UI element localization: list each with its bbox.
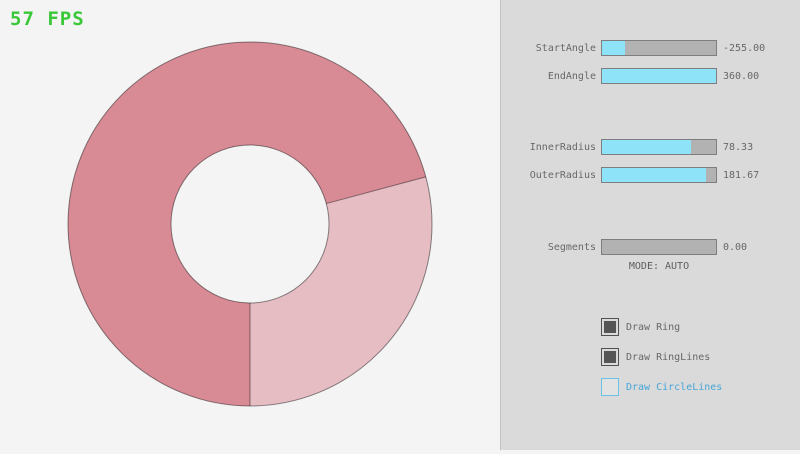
draw-circlelines-checkbox[interactable] — [601, 378, 619, 396]
endangle-value: 360.00 — [723, 71, 760, 82]
slider-row-segments: Segments 0.00 — [501, 239, 800, 255]
outerradius-slider[interactable] — [601, 167, 717, 183]
slider-fill — [602, 168, 706, 182]
checkbox-row-draw-ring: Draw Ring — [601, 318, 800, 336]
innerradius-slider[interactable] — [601, 139, 717, 155]
canvas-area: 57 FPS — [10, 8, 433, 407]
control-panel: StartAngle -255.00 EndAngle 360.00 Inner… — [500, 0, 800, 450]
outerradius-value: 181.67 — [723, 170, 760, 181]
slider-fill — [602, 140, 691, 154]
segments-mode-text: MODE: AUTO — [628, 261, 690, 272]
fps-counter: 57 FPS — [10, 8, 85, 30]
draw-ring-label: Draw Ring — [626, 322, 681, 333]
draw-ringlines-label: Draw RingLines — [626, 352, 711, 363]
startangle-slider[interactable] — [601, 40, 717, 56]
draw-ringlines-checkbox[interactable] — [601, 348, 619, 366]
slider-row-endangle: EndAngle 360.00 — [501, 68, 800, 84]
slider-fill — [602, 41, 625, 55]
startangle-label: StartAngle — [535, 43, 596, 54]
ring-svg — [67, 41, 433, 407]
checkmark — [604, 321, 616, 333]
slider-row-outerradius: OuterRadius 181.67 — [501, 167, 800, 183]
outerradius-label: OuterRadius — [529, 170, 596, 181]
segments-slider[interactable] — [601, 239, 717, 255]
slider-row-startangle: StartAngle -255.00 — [501, 40, 800, 56]
innerradius-label: InnerRadius — [529, 142, 596, 153]
endangle-label: EndAngle — [547, 71, 596, 82]
slider-row-innerradius: InnerRadius 78.33 — [501, 139, 800, 155]
checkmark — [604, 351, 616, 363]
checkbox-row-draw-circlelines: Draw CircleLines — [601, 378, 800, 396]
draw-circlelines-label: Draw CircleLines — [626, 382, 723, 393]
segments-label: Segments — [547, 242, 596, 253]
innerradius-value: 78.33 — [723, 142, 754, 153]
draw-ring-checkbox[interactable] — [601, 318, 619, 336]
startangle-value: -255.00 — [723, 43, 766, 54]
checkbox-row-draw-ringlines: Draw RingLines — [601, 348, 800, 366]
endangle-slider[interactable] — [601, 68, 717, 84]
slider-fill — [602, 69, 716, 83]
segments-value: 0.00 — [723, 242, 748, 253]
